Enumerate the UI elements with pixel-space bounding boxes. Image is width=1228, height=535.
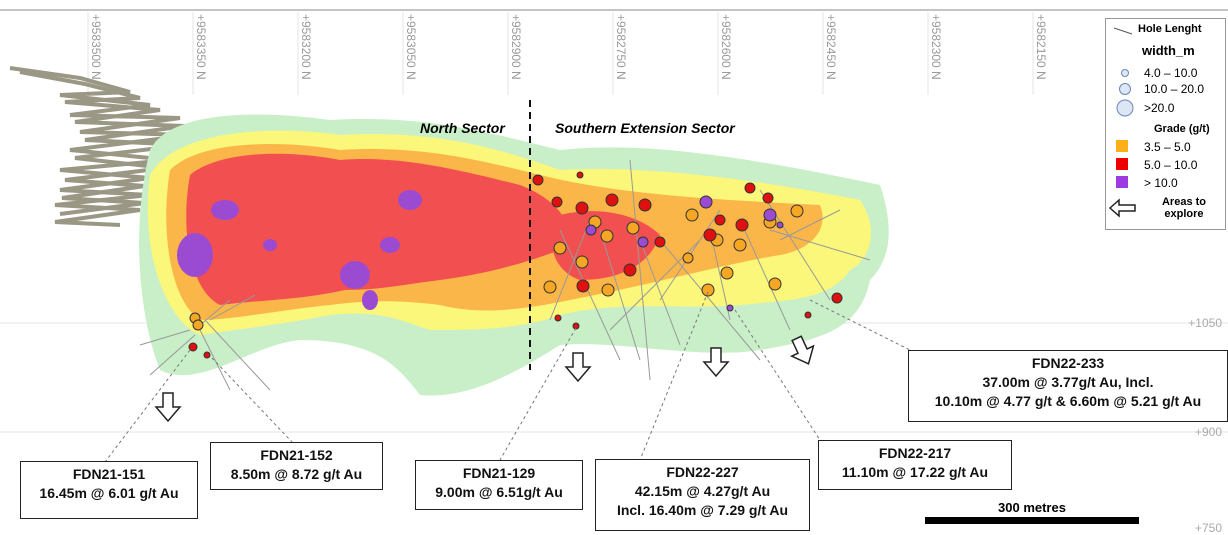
callout-line: Incl. 16.40m @ 7.29 g/t Au: [600, 501, 805, 520]
elevation-label: +900: [1195, 425, 1222, 439]
callout-line: 11.10m @ 17.22 g/t Au: [823, 463, 1007, 482]
legend-label: >20.0: [1144, 101, 1174, 115]
legend-label: > 10.0: [1144, 176, 1178, 190]
callout-line: 8.50m @ 8.72 g/t Au: [215, 465, 378, 484]
legend-label: 5.0 – 10.0: [1144, 158, 1197, 172]
legend-label: 10.0 – 20.0: [1144, 82, 1204, 96]
page: +9583500 N +9583350 N +9583200 N +9583050 N…: [0, 0, 1228, 535]
legend-label: 3.5 – 5.0: [1144, 140, 1191, 154]
callout-title: FDN21-129: [420, 464, 578, 483]
northing-label: +9582450 N: [824, 14, 838, 80]
legend-label: Areas to explore: [1154, 196, 1214, 220]
callout-line: 9.00m @ 6.51g/t Au: [420, 483, 578, 502]
scale-bar: [925, 517, 1139, 524]
callout-title: FDN22-227: [600, 463, 805, 482]
northing-label: +9583500 N: [89, 14, 103, 80]
northing-label: +9582300 N: [929, 14, 943, 80]
callout-line: 42.15m @ 4.27g/t Au: [600, 482, 805, 501]
northing-labels: +9583500 N +9583350 N +9583200 N +9583050 N…: [88, 12, 1048, 95]
callout-title: FDN21-152: [215, 446, 378, 465]
legend-label: 4.0 – 10.0: [1144, 66, 1197, 80]
elevation-label: +1050: [1188, 316, 1222, 330]
callout-title: FDN21-151: [25, 465, 193, 484]
section-map: +9583500 N +9583350 N +9583200 N +9583050 N…: [0, 0, 1228, 535]
northing-label: +9582750 N: [614, 14, 628, 80]
northing-label: +9582150 N: [1034, 14, 1048, 80]
scale-label: 300 metres: [998, 500, 1066, 515]
legend: Hole Lenght width_m 4.0 – 10.0 10.0 – 20…: [1105, 18, 1226, 230]
legend-title: width_m: [1142, 43, 1195, 58]
callout-line: 16.45m @ 6.01 g/t Au: [25, 484, 193, 503]
sector-label: Southern Extension Sector: [555, 120, 736, 136]
legend-title: Grade (g/t): [1154, 123, 1210, 135]
callout-line: 37.00m @ 3.77g/t Au, Incl.: [913, 373, 1223, 392]
sector-label: North Sector: [420, 120, 506, 136]
legend-label: Hole Lenght: [1138, 23, 1202, 35]
northing-label: +9582600 N: [719, 14, 733, 80]
northing-label: +9583350 N: [194, 14, 208, 80]
northing-label: +9583200 N: [299, 14, 313, 80]
callout-title: FDN22-217: [823, 444, 1007, 463]
callout-line: 10.10m @ 4.77 g/t & 6.60m @ 5.21 g/t Au: [913, 392, 1223, 411]
northing-label: +9583050 N: [404, 14, 418, 80]
elevation-label: +750: [1195, 521, 1222, 535]
callout-title: FDN22-233: [913, 354, 1223, 373]
northing-label: +9582900 N: [509, 14, 523, 80]
